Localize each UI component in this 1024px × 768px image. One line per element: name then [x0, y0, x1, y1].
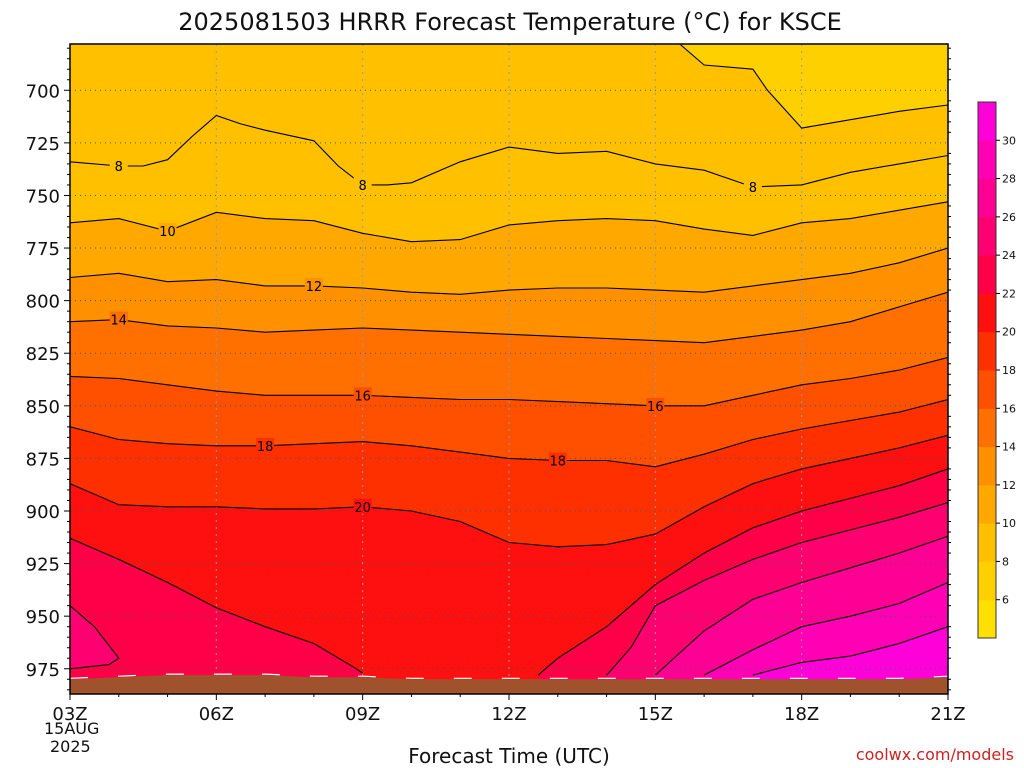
contour-label-bg — [109, 311, 128, 327]
contour-label-bg — [256, 437, 275, 453]
contour-label-8: 8 — [359, 179, 367, 194]
contour-line-30 — [752, 626, 948, 676]
colorbar-swatch — [978, 523, 996, 562]
credit-text: coolwx.com/models — [856, 745, 1014, 764]
y-tick-label: 975 — [26, 660, 60, 681]
surface-line — [70, 673, 948, 679]
colorbar-swatch — [978, 370, 996, 409]
ground-fill — [70, 675, 948, 694]
x-tick-label: 18Z — [784, 704, 819, 725]
temperature-fills — [70, 44, 948, 694]
y-tick-label: 950 — [26, 607, 60, 628]
contour-line-20 — [70, 434, 948, 548]
colorbar-tick-label: 10 — [1002, 517, 1016, 530]
x-axis-label: Forecast Time (UTC) — [408, 744, 610, 768]
y-tick-label: 750 — [26, 186, 60, 207]
y-tick-label: 775 — [26, 239, 60, 260]
colorbar-swatch — [978, 178, 996, 218]
colorbar-swatch — [978, 293, 996, 333]
colorbar-swatch — [978, 599, 996, 639]
contour-line-6 — [679, 44, 948, 129]
contour-line-24 — [70, 605, 120, 670]
contour-label-12: 12 — [306, 280, 323, 295]
colorbar-swatch — [978, 331, 996, 371]
date-label-year: 2025 — [50, 737, 91, 756]
y-tick-label: 700 — [26, 81, 60, 102]
colorbar-swatch — [978, 255, 996, 294]
x-axis: 03Z 06Z 09Z 12Z 15Z 18Z 21Z — [52, 694, 966, 725]
colorbar-tick-label: 16 — [1002, 402, 1016, 415]
colorbar-tick-label: 28 — [1002, 173, 1016, 186]
colorbar: 6 8 10 12 14 16 18 20 22 24 26 28 30 — [977, 101, 1016, 639]
colorbar-tick-label: 20 — [1002, 326, 1016, 339]
colorbar-tick-label: 18 — [1002, 364, 1016, 377]
contour-line-22 — [537, 468, 948, 676]
contour-label-18: 18 — [257, 440, 274, 455]
contour-label-16: 16 — [647, 400, 664, 415]
contour-line-14 — [70, 291, 948, 344]
contour-label-16: 16 — [354, 389, 371, 404]
contour-label-bg — [353, 387, 372, 403]
colorbar-swatch — [978, 408, 996, 448]
y-tick-label: 800 — [26, 292, 60, 313]
contour-line-12 — [70, 247, 948, 295]
y-tick-label: 825 — [26, 344, 60, 365]
x-tick-label: 12Z — [491, 704, 526, 725]
contour-label-10: 10 — [159, 225, 176, 240]
contour-label-8: 8 — [115, 160, 123, 175]
y-tick-label: 925 — [26, 555, 60, 576]
contour-label-bg — [646, 397, 665, 413]
plot-area — [70, 44, 948, 694]
date-label-day: 15AUG — [44, 719, 99, 738]
contour-line-26 — [654, 535, 948, 676]
contour-label-18: 18 — [550, 455, 567, 470]
x-tick-label: 21Z — [930, 704, 965, 725]
colorbar-swatch — [978, 561, 996, 601]
band-6-8 — [679, 44, 948, 129]
colorbar-swatch — [978, 102, 996, 141]
y-tick-label: 725 — [26, 134, 60, 155]
contour-label-20: 20 — [354, 501, 371, 516]
colorbar-tick-label: 8 — [1002, 555, 1009, 568]
colorbar-tick-label: 6 — [1002, 594, 1009, 607]
contour-label-bg — [109, 158, 128, 174]
y-tick-label: 850 — [26, 397, 60, 418]
y-tick-label: 875 — [26, 449, 60, 470]
x-tick-label: 06Z — [199, 704, 234, 725]
colorbar-tick-label: 30 — [1002, 134, 1016, 147]
contour-labels: 8 8 8 10 12 14 16 16 18 18 20 — [109, 158, 762, 516]
x-tick-label: 15Z — [638, 704, 673, 725]
colorbar-swatch — [978, 446, 996, 486]
contour-label-bg — [158, 223, 177, 239]
x-tick-label: 03Z — [52, 704, 87, 725]
contour-label-bg — [304, 277, 323, 293]
colorbar-swatch — [978, 140, 996, 180]
contour-line-28 — [703, 581, 948, 676]
contour-label-8: 8 — [749, 181, 757, 196]
y-axis: 700 725 750 775 800 825 850 875 900 925 950 975 — [26, 47, 951, 691]
contour-label-bg — [353, 176, 372, 192]
colorbar-tick-label: 22 — [1002, 287, 1016, 300]
contour-line-10 — [70, 201, 948, 243]
x-tick-label: 09Z — [345, 704, 380, 725]
colorbar-tick-label: 14 — [1002, 441, 1016, 454]
colorbar-tick-label: 24 — [1002, 249, 1016, 262]
chart-title: 2025081503 HRRR Forecast Temperature (°C… — [178, 8, 842, 36]
contour-lines — [70, 44, 948, 676]
contour-label-bg — [743, 179, 762, 195]
contour-label-bg — [353, 498, 372, 514]
contour-label-14: 14 — [111, 314, 128, 329]
contour-line-22 — [70, 537, 363, 674]
y-tick-label: 900 — [26, 502, 60, 523]
colorbar-tick-label: 12 — [1002, 479, 1016, 492]
contour-label-bg — [548, 452, 567, 468]
colorbar-swatch — [978, 484, 996, 524]
ground-surface — [70, 673, 948, 694]
contour-line-18 — [70, 398, 948, 468]
contour-line-24 — [606, 502, 948, 676]
colorbar-swatch — [978, 216, 996, 256]
colorbar-tick-label: 26 — [1002, 211, 1016, 224]
contour-line-16 — [70, 356, 948, 407]
